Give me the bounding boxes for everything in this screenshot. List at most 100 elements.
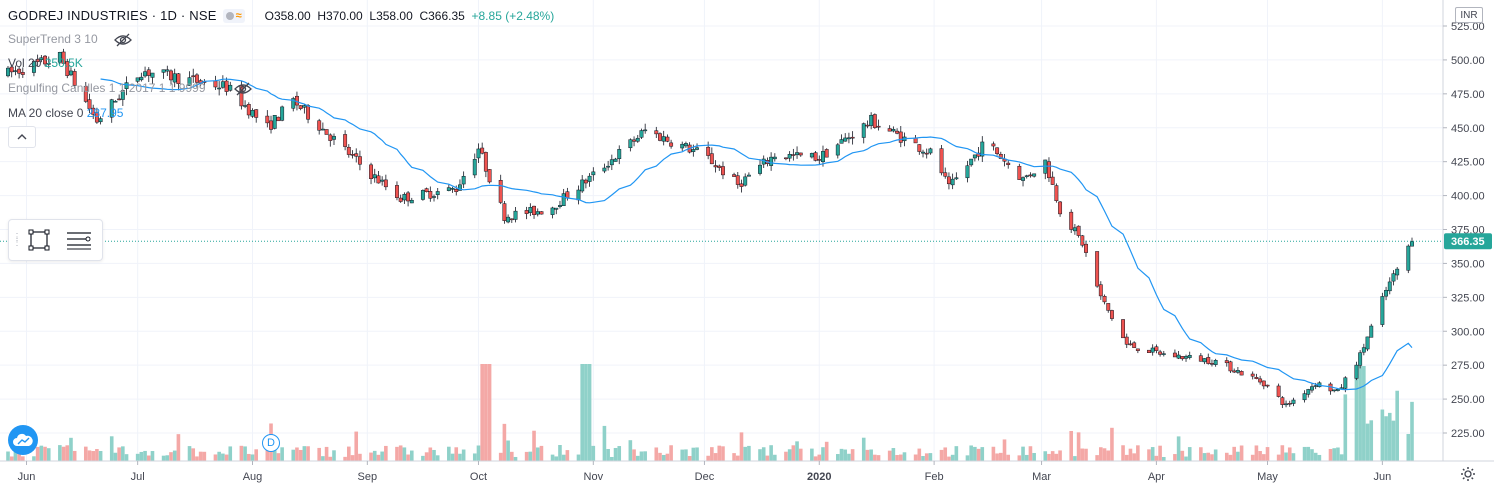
candle-body — [861, 123, 866, 138]
volume-bar — [1239, 445, 1244, 461]
volume-bar — [669, 445, 673, 461]
candle-body — [706, 146, 711, 156]
candle-body — [898, 131, 903, 143]
indicator-volume[interactable]: Vol 20 250.5K — [8, 56, 83, 70]
volume-bar — [484, 364, 488, 461]
volume-bar — [424, 452, 429, 461]
volume-bar — [735, 455, 740, 461]
candlesticks — [6, 48, 1414, 409]
candle-body — [1358, 352, 1363, 366]
volume-bar — [524, 451, 529, 461]
candle-body — [1098, 284, 1103, 297]
candle-body — [406, 192, 411, 202]
candle-body — [150, 72, 155, 78]
volume-bar — [1199, 447, 1203, 461]
volume-bar — [943, 447, 948, 461]
candle-body — [398, 197, 403, 202]
volume-bar — [343, 456, 347, 461]
currency-label[interactable]: INR — [1455, 7, 1483, 23]
volume-bar — [732, 453, 736, 461]
volume-bar — [1180, 450, 1185, 461]
drawing-toolbar[interactable]: ⋮ ⋮ — [8, 219, 103, 261]
volume-bar — [161, 455, 166, 461]
volume-bar — [1150, 447, 1155, 461]
volume-bar — [191, 448, 196, 461]
candle-body — [665, 136, 670, 142]
candle-body — [472, 159, 477, 176]
time-tick-label: 2020 — [807, 471, 831, 483]
volume-bar — [587, 364, 592, 461]
volume-bar — [9, 456, 14, 461]
volume-bar — [117, 447, 121, 461]
candle-body — [1391, 273, 1396, 282]
time-axis[interactable]: Jun Jul Aug Sep Oct Nov Dec 2020 Feb Mar Apr May Jun — [0, 460, 1494, 483]
line-style-icon — [67, 232, 91, 250]
indicator-supertrend[interactable]: SuperTrend 3 10 — [8, 32, 132, 47]
volume-bar — [21, 456, 25, 461]
compare-badge[interactable]: ≈ — [222, 8, 245, 23]
volume-bar — [113, 452, 118, 461]
candle-body — [354, 153, 359, 157]
volume-bar — [765, 455, 770, 461]
candle-body — [628, 139, 633, 149]
candle-body — [950, 178, 955, 186]
volume-bar — [902, 452, 907, 461]
hidden-eye-icon[interactable] — [234, 81, 252, 97]
volume-bar — [769, 445, 773, 461]
volume-bar — [535, 447, 540, 461]
volume-bar — [369, 452, 373, 461]
price-axis[interactable]: 225.00250.00275.00300.00325.00350.00375.… — [1442, 0, 1485, 461]
candle-body — [669, 142, 674, 147]
rectangle-tool-button[interactable] — [22, 223, 56, 257]
volume-bar — [687, 456, 692, 461]
volume-bar — [187, 446, 192, 461]
volume-bar — [480, 364, 484, 461]
candle-body — [1261, 380, 1266, 387]
indicator-ma[interactable]: MA 20 close 0 287.95 — [8, 106, 123, 120]
volume-bar — [291, 449, 296, 461]
volume-bar — [784, 451, 788, 461]
symbol-title[interactable]: GODREJ INDUSTRIES · 1D · NSE — [8, 8, 217, 23]
candle-body — [280, 106, 285, 121]
price-tick-label: 350.00 — [1451, 258, 1485, 270]
line-style-button[interactable] — [62, 223, 96, 257]
candle-body — [1147, 349, 1151, 353]
candle-body — [1361, 347, 1366, 353]
indicator-label: SuperTrend 3 10 — [8, 32, 98, 46]
volume-bar — [1343, 394, 1348, 461]
volume-bar — [321, 456, 325, 461]
volume-bar — [1073, 456, 1077, 461]
hidden-eye-icon[interactable] — [114, 32, 132, 48]
volume-bar — [710, 447, 714, 461]
candle-body — [1028, 174, 1033, 177]
candle-body — [250, 110, 255, 117]
volume-bar — [1147, 449, 1151, 461]
volume-bar — [221, 453, 225, 461]
volume-bar — [1054, 453, 1059, 461]
indicator-engulfing[interactable]: Engulfing Candles 1 1 2017 1 1 9999 — [8, 81, 252, 96]
candle-body — [850, 136, 855, 139]
last-price-label: 366.35 — [1444, 233, 1492, 250]
volume-bar — [1339, 454, 1344, 461]
settings-gear-icon[interactable] — [1459, 465, 1477, 483]
volume-bar — [1284, 452, 1288, 461]
drag-handle-icon[interactable]: ⋮ ⋮ — [12, 232, 22, 248]
candle-body — [1395, 268, 1400, 276]
last-price-value: 366.35 — [1451, 236, 1485, 248]
volume-bar — [239, 445, 244, 461]
dividend-marker[interactable]: D — [262, 434, 280, 452]
candle-body — [332, 136, 336, 140]
collapse-legend-button[interactable] — [8, 126, 36, 148]
volume-bar — [6, 451, 10, 461]
candle-body — [72, 71, 77, 86]
close-value: C366.35 — [419, 8, 465, 23]
candle-body — [680, 143, 685, 149]
candle-body — [328, 134, 333, 141]
tradingview-logo[interactable] — [8, 425, 38, 455]
candle-body — [1084, 243, 1088, 253]
candle-body — [1102, 295, 1107, 303]
volume-bar — [1132, 453, 1136, 461]
volume-bar — [510, 451, 514, 461]
volume-bar — [421, 455, 425, 461]
